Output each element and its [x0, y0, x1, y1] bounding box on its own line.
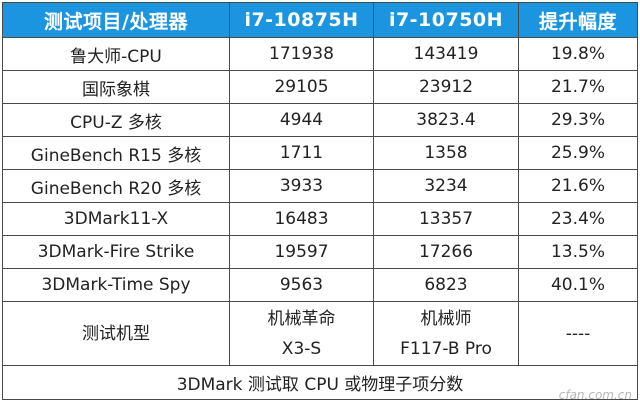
- table-row: 3DMark11-X 16483 13357 23.4%: [2, 202, 638, 236]
- table-row: 鲁大师-CPU 171938 143419 19.8%: [2, 37, 638, 71]
- header-cell-gain: 提升幅度: [518, 2, 638, 38]
- gain-value: 25.9%: [518, 136, 638, 170]
- score-cpu1: 9563: [229, 268, 374, 302]
- gain-value: 13.5%: [518, 235, 638, 269]
- header-cell-cpu2: i7-10750H: [373, 2, 519, 38]
- table-row: 3DMark-Time Spy 9563 6823 40.1%: [2, 268, 638, 302]
- score-cpu1: 1711: [229, 136, 374, 170]
- table-row: GineBench R15 多核 1711 1358 25.9%: [2, 136, 638, 170]
- score-cpu1: 3933: [229, 169, 374, 203]
- score-cpu2: 23912: [373, 70, 519, 104]
- footnote: 3DMark 测试取 CPU 或物理子项分数: [2, 365, 638, 400]
- model-cpu1-line2: X3-S: [281, 338, 322, 359]
- score-cpu2: 143419: [373, 37, 519, 71]
- row-label: 3DMark-Fire Strike: [2, 235, 230, 269]
- score-cpu1: 29105: [229, 70, 374, 104]
- score-cpu2: 13357: [373, 202, 519, 236]
- score-cpu1: 4944: [229, 103, 374, 137]
- row-label: 3DMark-Time Spy: [2, 268, 230, 302]
- row-label: 国际象棋: [2, 70, 230, 104]
- model-cpu2-line2: F117-B Pro: [400, 338, 492, 359]
- row-label: GineBench R15 多核: [2, 136, 230, 170]
- gain-value: 21.7%: [518, 70, 638, 104]
- row-label: GineBench R20 多核: [2, 169, 230, 203]
- table-row: 国际象棋 29105 23912 21.7%: [2, 70, 638, 104]
- watermark: cfan.com.cn: [558, 388, 632, 402]
- model-row-label: 测试机型: [2, 301, 230, 366]
- benchmark-table: 测试项目/处理器 i7-10875H i7-10750H 提升幅度 鲁大师-CP…: [2, 2, 638, 400]
- gain-value: 19.8%: [518, 37, 638, 71]
- score-cpu1: 16483: [229, 202, 374, 236]
- model-cpu2: 机械师 F117-B Pro: [373, 301, 519, 366]
- model-cpu1: 机械革命 X3-S: [229, 301, 374, 366]
- score-cpu2: 17266: [373, 235, 519, 269]
- score-cpu2: 3234: [373, 169, 519, 203]
- table-row: 3DMark-Fire Strike 19597 17266 13.5%: [2, 235, 638, 269]
- table-row: GineBench R20 多核 3933 3234 21.6%: [2, 169, 638, 203]
- footnote-row: 3DMark 测试取 CPU 或物理子项分数: [2, 365, 638, 400]
- model-row: 测试机型 机械革命 X3-S 机械师 F117-B Pro ----: [2, 301, 638, 366]
- score-cpu1: 171938: [229, 37, 374, 71]
- score-cpu2: 1358: [373, 136, 519, 170]
- gain-value: 29.3%: [518, 103, 638, 137]
- model-gain: ----: [518, 301, 638, 366]
- gain-value: 40.1%: [518, 268, 638, 302]
- score-cpu2: 6823: [373, 268, 519, 302]
- gain-value: 23.4%: [518, 202, 638, 236]
- model-cpu2-line1: 机械师: [420, 308, 472, 329]
- table-row: CPU-Z 多核 4944 3823.4 29.3%: [2, 103, 638, 137]
- score-cpu2: 3823.4: [373, 103, 519, 137]
- row-label: 3DMark11-X: [2, 202, 230, 236]
- row-label: CPU-Z 多核: [2, 103, 230, 137]
- table-header-row: 测试项目/处理器 i7-10875H i7-10750H 提升幅度: [2, 2, 638, 38]
- gain-value: 21.6%: [518, 169, 638, 203]
- row-label: 鲁大师-CPU: [2, 37, 230, 71]
- header-cell-item: 测试项目/处理器: [2, 2, 230, 38]
- header-cell-cpu1: i7-10875H: [229, 2, 374, 38]
- model-cpu1-line1: 机械革命: [267, 308, 336, 329]
- score-cpu1: 19597: [229, 235, 374, 269]
